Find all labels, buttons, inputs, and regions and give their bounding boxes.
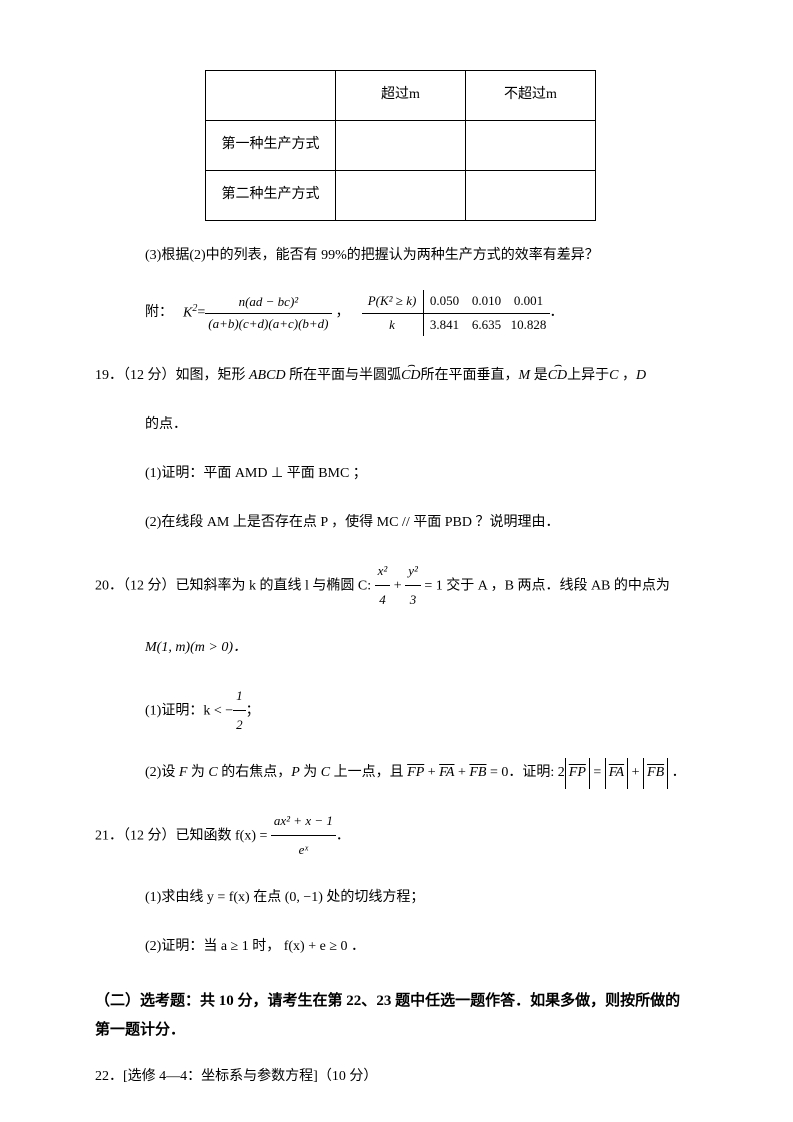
t: ； (246, 703, 260, 718)
table-cell: 不超过m (466, 71, 596, 121)
table-row: 超过m 不超过m (206, 71, 596, 121)
t: ． (336, 828, 350, 843)
header-text: 超过m (381, 87, 420, 102)
q21-line1: 21．（12 分）已知函数 f(x) = ax² + x − 1eˣ． (95, 807, 698, 865)
table-cell: 第二种生产方式 (206, 171, 336, 221)
d: eˣ (271, 836, 336, 865)
equals: = (197, 302, 205, 324)
t: 所在平面与半圆弧 (286, 368, 402, 383)
q20-part1: (1)证明：k < −12； (95, 682, 698, 740)
prob-table: P(K² ≥ k) 0.050 0.010 0.001 k 3.841 6.63… (362, 290, 550, 337)
arc-cd: CD (548, 361, 567, 392)
table-cell: 超过m (336, 71, 466, 121)
table-cell (466, 121, 596, 171)
q20-part2: (2)设 F 为 C 的右焦点，P 为 C 上一点，且 FP + FA + FB… (95, 758, 698, 789)
n: y² (405, 557, 421, 587)
k-letter: K (183, 306, 192, 321)
d: D (636, 368, 646, 383)
m: M (519, 368, 531, 383)
t: 第一题计分． (95, 1022, 185, 1038)
k2-num: n(ad − bc)² (205, 292, 331, 314)
sep: ， (618, 368, 636, 383)
d: 2 (233, 711, 246, 740)
comma: ， (336, 302, 350, 324)
formula-prefix: 附： (145, 302, 173, 324)
contingency-table: 超过m 不超过m 第一种生产方式 第二种生产方式 (205, 70, 596, 221)
t: 22 (346, 993, 361, 1009)
pt-hdr: P(K² ≥ k) (362, 290, 424, 314)
t: (1)证明：平面 AMD ⊥ 平面 BMC ； (145, 466, 367, 481)
t: （二）选考题：共 (95, 993, 219, 1009)
table-cell (336, 171, 466, 221)
arc-cd: CD (401, 361, 420, 392)
table-cell: 第一种生产方式 (206, 121, 336, 171)
frac-x: x²4 (375, 557, 391, 615)
q21-part1: (1)求由线 y = f(x) 在点 (0, −1) 处的切线方程； (95, 883, 698, 914)
t: 20．（12 分）已知斜率为 k 的直线 l 与椭圆 C: (95, 578, 375, 593)
t: 题中任选一题作答．如果多做，则按所做的 (391, 993, 680, 1009)
q19-part1: (1)证明：平面 AMD ⊥ 平面 BMC ； (95, 459, 698, 490)
t: 是 (530, 368, 548, 383)
section2-header: （二）选考题：共 10 分，请考生在第 22、23 题中任选一题作答．如果多做，… (95, 987, 698, 1044)
pt-cell: 0.001 (508, 290, 550, 314)
frac-y: y²3 (405, 557, 421, 615)
q19-line2: 的点． (95, 410, 698, 441)
t: 21．（12 分）已知函数 f(x) = (95, 828, 271, 843)
d: 3 (405, 586, 421, 615)
t: (2)在线段 AM 上是否存在点 P ，使得 MC // 平面 PBD ？说明理… (145, 515, 559, 530)
period: ． (550, 302, 564, 324)
header-text: 不超过m (504, 87, 557, 102)
abcd: ABCD (249, 368, 286, 383)
n: x² (375, 557, 391, 587)
t: ，请考生在第 (253, 993, 347, 1009)
q19-prefix: 19．（12 分）如图，矩形 (95, 368, 249, 383)
k2-den: (a+b)(c+d)(a+c)(b+d) (205, 314, 331, 335)
t: 23 (376, 993, 391, 1009)
t: (1)证明：k < − (145, 703, 233, 718)
plus: + (390, 578, 405, 593)
q20-line2: M(1, m)(m > 0)． (95, 633, 698, 664)
t: 上异于 (567, 368, 609, 383)
frac-fx: ax² + x − 1eˣ (271, 807, 336, 865)
pt-cell: 3.841 (424, 314, 466, 337)
k2-fraction: n(ad − bc)² (a+b)(c+d)(a+c)(b+d) (205, 292, 331, 335)
q20-line1: 20．（12 分）已知斜率为 k 的直线 l 与椭圆 C: x²4 + y²3 … (95, 557, 698, 615)
q22-header: 22．[选修 4—4：坐标系与参数方程]（10 分） (95, 1062, 698, 1093)
t: = 1 交于 A ，B 两点．线段 AB 的中点为 (421, 578, 670, 593)
frac-half: 12 (233, 682, 246, 740)
k2-symbol: K2 (183, 301, 197, 325)
t: 所在平面垂直， (421, 368, 519, 383)
table-row: 第二种生产方式 (206, 171, 596, 221)
pt-cell: 6.635 (466, 314, 508, 337)
q19-line1: 19．（12 分）如图，矩形 ABCD 所在平面与半圆弧CD所在平面垂直，M 是… (95, 361, 698, 392)
q19-part2: (2)在线段 AM 上是否存在点 P ，使得 MC // 平面 PBD ？说明理… (95, 508, 698, 539)
pt-hdr: k (362, 314, 424, 337)
pt-cell: 0.050 (424, 290, 466, 314)
t: 10 分 (219, 993, 253, 1009)
q18-part3: (3)根据(2)中的列表，能否有 99%的把握认为两种生产方式的效率有差异？ (95, 241, 698, 272)
pt-cell: 10.828 (508, 314, 550, 337)
n: ax² + x − 1 (271, 807, 336, 837)
table-cell (466, 171, 596, 221)
q21-part2: (2)证明：当 a ≥ 1 时， f(x) + e ≥ 0 ． (95, 932, 698, 963)
table-row: 第一种生产方式 (206, 121, 596, 171)
table-cell (336, 121, 466, 171)
pt-cell: 0.010 (466, 290, 508, 314)
t: 、 (361, 993, 376, 1009)
n: 1 (233, 682, 246, 712)
k2-formula-row: 附： K2 = n(ad − bc)² (a+b)(c+d)(a+c)(b+d)… (145, 290, 698, 337)
d: 4 (375, 586, 391, 615)
t: M(1, m)(m > 0)． (145, 640, 247, 655)
table-cell (206, 71, 336, 121)
